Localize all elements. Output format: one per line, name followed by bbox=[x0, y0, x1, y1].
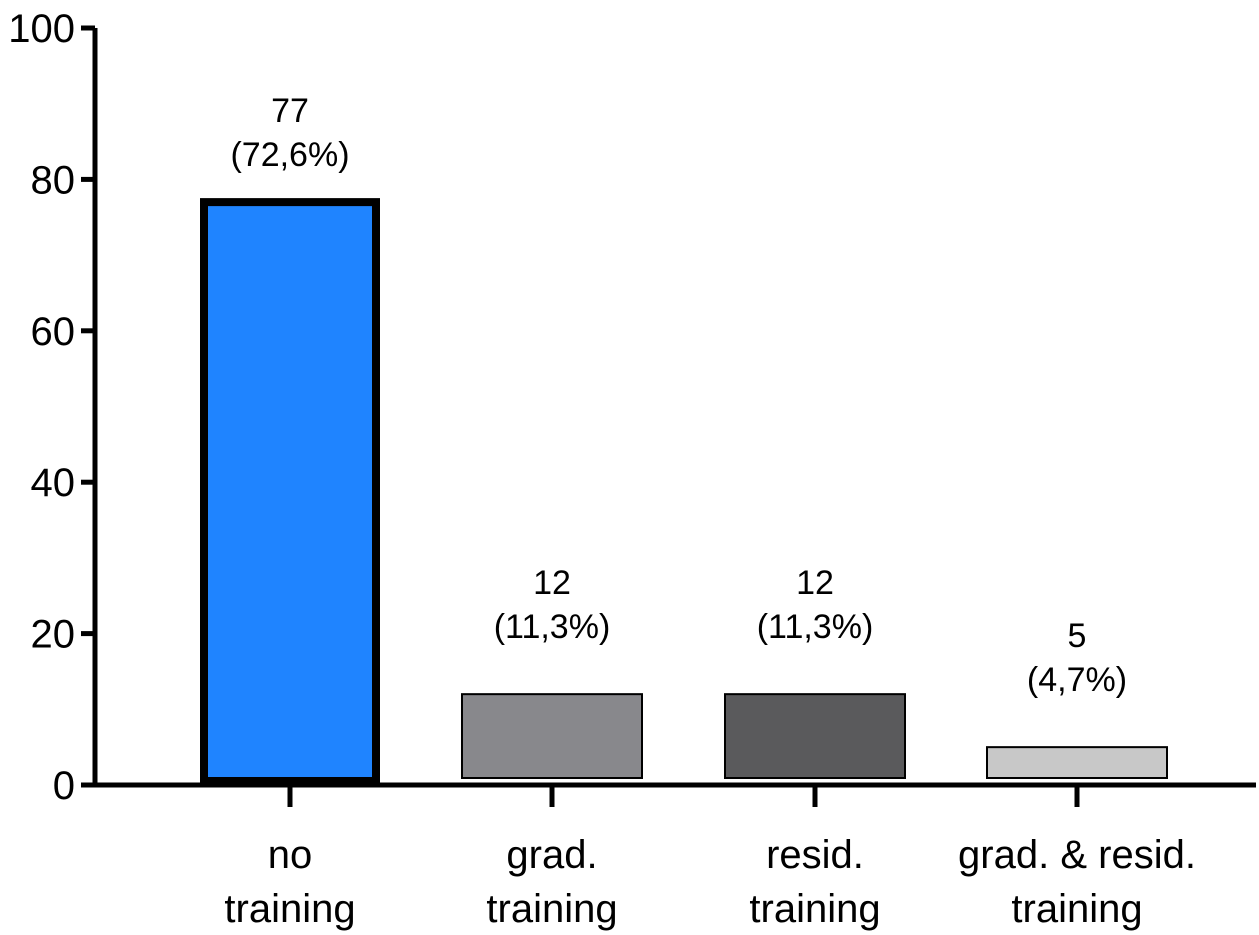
x-tick-label: no bbox=[268, 833, 313, 877]
y-tick-label: 40 bbox=[31, 461, 76, 505]
x-tick-label: training bbox=[749, 887, 880, 931]
x-tick-label: grad. bbox=[506, 833, 597, 877]
y-tick-label: 60 bbox=[31, 310, 76, 354]
x-tick-label: training bbox=[1011, 887, 1142, 931]
y-tick-label: 0 bbox=[53, 764, 75, 808]
data-label: (4,7%) bbox=[1027, 661, 1127, 699]
x-tick-label: grad. & resid. bbox=[958, 833, 1196, 877]
bar bbox=[724, 693, 906, 779]
data-label: (72,6%) bbox=[230, 136, 349, 174]
data-label: 77 bbox=[271, 92, 309, 130]
data-label: (11,3%) bbox=[494, 608, 611, 646]
data-label: 12 bbox=[796, 564, 834, 602]
labels: no training 77 (72,6%) grad. training 12 (11,3%… bbox=[224, 92, 1196, 931]
bar bbox=[461, 693, 643, 779]
data-label: 12 bbox=[533, 564, 571, 602]
bars bbox=[200, 198, 1168, 786]
bar bbox=[986, 746, 1168, 780]
data-label: (11,3%) bbox=[757, 608, 874, 646]
bar bbox=[200, 198, 380, 786]
y-tick-label: 20 bbox=[31, 613, 76, 657]
y-tick-label: 100 bbox=[8, 7, 75, 51]
y-tick-label: 80 bbox=[31, 158, 76, 202]
x-tick-label: training bbox=[486, 887, 617, 931]
data-label: 5 bbox=[1068, 617, 1087, 655]
x-tick-label: resid. bbox=[766, 833, 864, 877]
x-tick-label: training bbox=[224, 887, 355, 931]
